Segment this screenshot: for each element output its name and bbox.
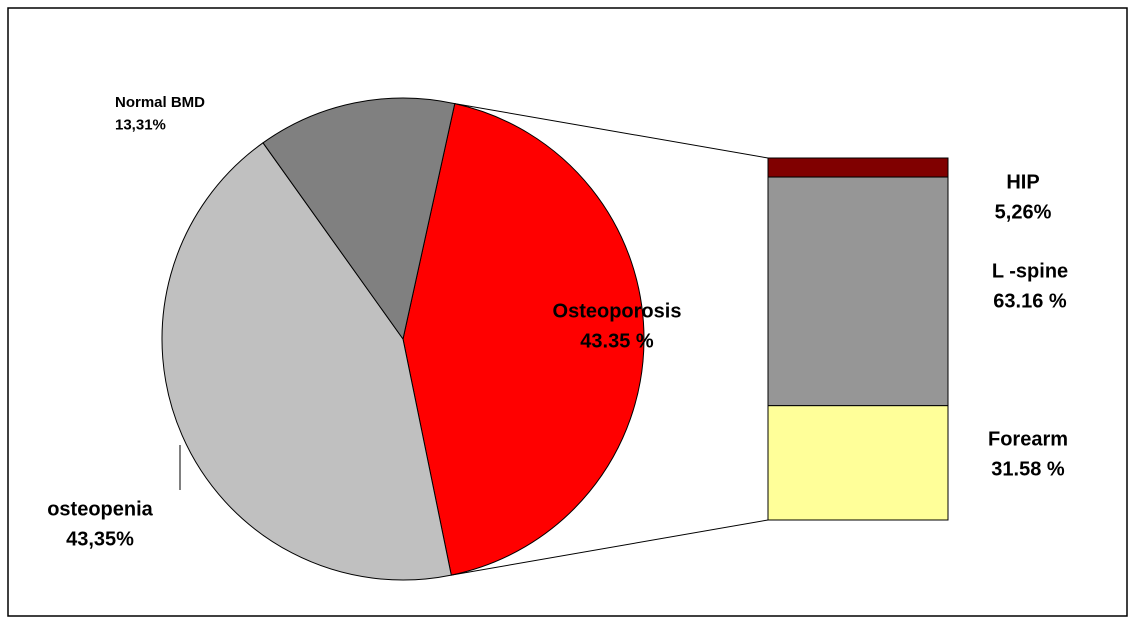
connector-line — [454, 103, 769, 159]
bar-segment — [767, 157, 949, 178]
pie-slice — [161, 142, 452, 581]
segment-label: Forearm — [988, 428, 1068, 450]
slice-label: Normal BMD — [115, 94, 205, 111]
bar-segment — [767, 405, 949, 521]
pie-slice — [402, 103, 645, 576]
segment-value-label: 5,26% — [995, 201, 1052, 223]
connector-line — [451, 519, 769, 576]
slice-value-label: 43,35% — [66, 528, 134, 550]
slice-label: osteopenia — [47, 498, 153, 520]
slice-value-label: 43.35 % — [580, 330, 654, 352]
pie-slice — [262, 97, 456, 341]
bar-segment — [767, 176, 949, 407]
slice-value-label: 13,31% — [115, 116, 166, 133]
segment-value-label: 31.58 % — [991, 458, 1065, 480]
segment-label: HIP — [1006, 171, 1039, 193]
slice-label: Osteoporosis — [553, 300, 682, 322]
segment-label: L -spine — [992, 260, 1068, 282]
segment-value-label: 63.16 % — [993, 290, 1067, 312]
